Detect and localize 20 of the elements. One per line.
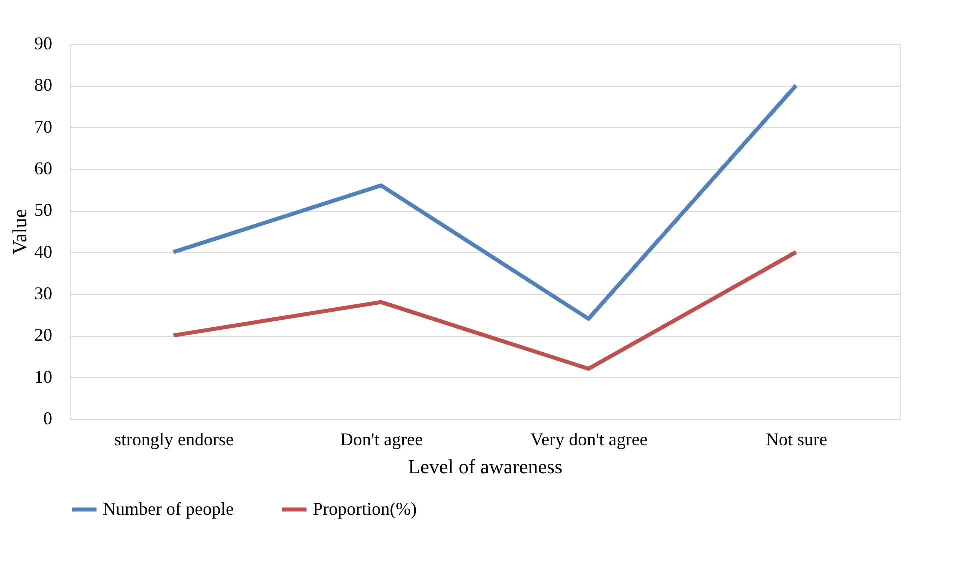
y-tick-label: 60	[34, 158, 52, 178]
x-axis-title: Level of awareness	[408, 456, 563, 478]
legend-label: Proportion(%)	[313, 498, 417, 519]
y-tick-label: 10	[34, 366, 52, 387]
y-tick-label: 90	[34, 34, 52, 54]
legend-label: Number of people	[103, 498, 234, 519]
x-tick-label: Very don't agree	[530, 430, 648, 450]
y-tick-label: 0	[44, 408, 52, 428]
line-series	[172, 84, 798, 321]
x-tick-label: Not sure	[766, 430, 828, 450]
y-tick-label: 20	[34, 325, 52, 346]
line-series	[172, 250, 798, 371]
x-tick-label: strongly endorse	[114, 430, 234, 450]
y-tick-label: 50	[34, 200, 52, 220]
x-tick-label: Don't agree	[340, 430, 424, 450]
y-tick-label: 30	[34, 284, 52, 304]
y-axis-title: Value	[10, 209, 32, 255]
y-tick-label: 70	[34, 116, 52, 137]
y-tick-label: 80	[34, 75, 52, 96]
y-tick-label: 40	[34, 242, 52, 262]
